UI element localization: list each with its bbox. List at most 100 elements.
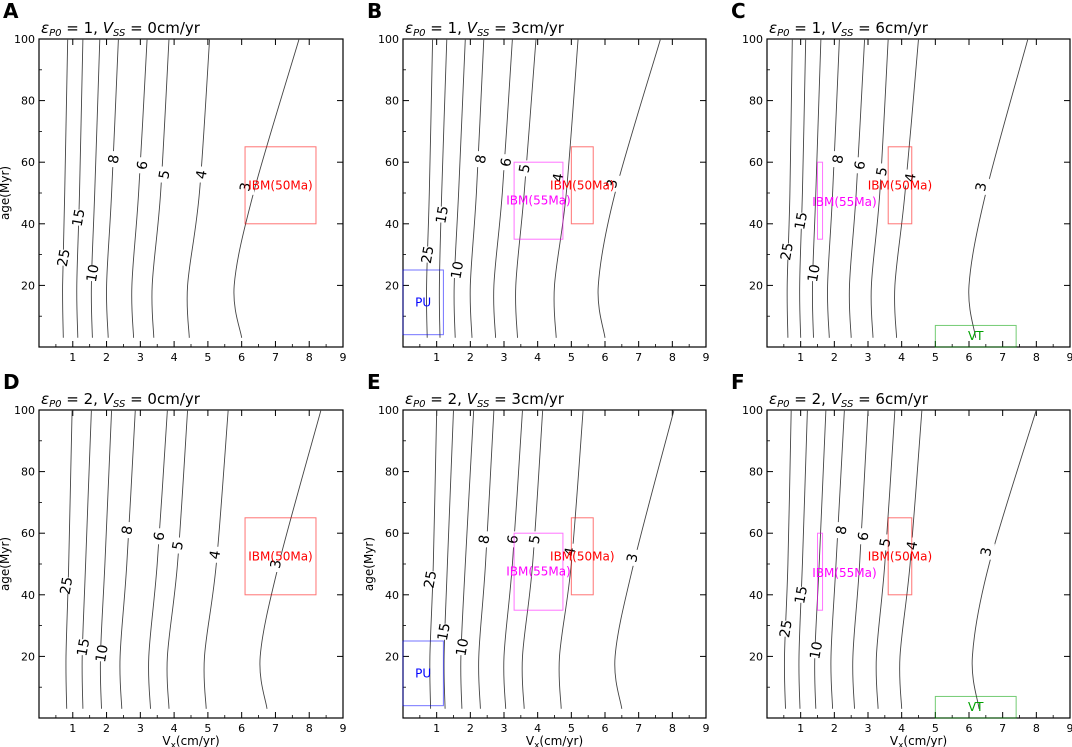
plot-frame (38, 409, 344, 719)
contour-line-25 (426, 39, 434, 338)
y-tick-label: 20 (749, 650, 763, 663)
contour-label-bg (791, 212, 810, 229)
panel-label: B (367, 0, 382, 23)
y-axis-label: age(Myr) (362, 537, 376, 591)
contour-label-bg (777, 243, 796, 260)
title-vsub: SS (113, 28, 126, 39)
y-tick-label: 60 (385, 527, 399, 540)
contour-label-bg (548, 169, 567, 186)
x-tick-label: 3 (501, 722, 508, 735)
contour-label-bg (420, 571, 439, 588)
region-box-pu (402, 269, 444, 336)
y-tick-label: 80 (749, 466, 763, 479)
contour-label-bg (875, 534, 894, 551)
x-tick-label: 2 (831, 722, 838, 735)
contour-label-bg (447, 262, 466, 278)
title-suffix: = 3cm/yr (489, 19, 564, 37)
y-tick-label: 20 (21, 650, 35, 663)
contour-label-8: 8 (473, 154, 490, 166)
contour-label-4: 4 (550, 172, 567, 184)
contour-label-4: 4 (902, 172, 919, 184)
y-tick-label: 100 (14, 404, 35, 417)
x-tick-label: 5 (932, 351, 939, 364)
contour-label-15: 15 (792, 211, 811, 231)
contour-line-4 (203, 410, 229, 709)
contour-label-25: 25 (777, 619, 796, 639)
y-tick-label: 60 (21, 156, 35, 169)
contour-line-4 (899, 410, 923, 709)
contour-label-bg (168, 537, 187, 554)
x-tick-label: 6 (238, 351, 245, 364)
contour-line-6 (148, 410, 168, 709)
contour-label-10: 10 (453, 637, 472, 657)
contour-line-6 (848, 39, 866, 338)
title-sub: P0 (49, 399, 61, 410)
plot-frame (38, 38, 344, 348)
y-axis-label: age(Myr) (0, 166, 12, 220)
x-tick-label: 6 (238, 722, 245, 735)
contour-label-6: 6 (134, 160, 151, 172)
y-tick-label: 20 (385, 279, 399, 292)
x-tick-label: 9 (703, 351, 710, 364)
contour-label-bg (828, 151, 847, 168)
contour-line-10 (90, 39, 101, 338)
x-tick-label: 7 (272, 351, 279, 364)
contour-label-bg (452, 639, 471, 656)
x-tick-label: 8 (306, 722, 313, 735)
y-tick-label: 100 (378, 33, 399, 46)
contour-line-10 (814, 410, 827, 709)
x-tick-label: 5 (204, 351, 211, 364)
contour-line-6 (131, 39, 148, 338)
contour-label-4: 4 (904, 540, 921, 552)
y-tick-label: 20 (385, 650, 399, 663)
contour-label-25: 25 (55, 248, 74, 268)
panel-title: εP0 = 2, VSS = 0cm/yr (41, 390, 201, 410)
region-label-ibm-50ma: IBM(50Ma) (868, 549, 932, 563)
contour-label-3: 3 (604, 178, 621, 190)
contour-label-15: 15 (70, 208, 89, 228)
title-suffix: = 0cm/yr (125, 390, 200, 408)
contour-label-6: 6 (855, 531, 872, 543)
title-suffix: = 3cm/yr (489, 390, 564, 408)
title-suffix: = 6cm/yr (853, 390, 928, 408)
x-tick-label: 9 (1067, 351, 1072, 364)
region-box-ibm-55ma (513, 532, 564, 611)
panel-title: εP0 = 2, VSS = 3cm/yr (405, 390, 565, 410)
y-tick-label: 80 (385, 95, 399, 108)
contour-label-bg (503, 531, 522, 548)
contour-label-bg (434, 623, 453, 640)
title-mid: = 1, (790, 19, 831, 37)
x-tick-label: 9 (703, 722, 710, 735)
x-tick-label: 1 (69, 351, 76, 364)
x-tick-label: 3 (501, 351, 508, 364)
contour-label-15: 15 (792, 585, 811, 605)
x-tick-label: 9 (1067, 722, 1072, 735)
contour-label-bg (154, 166, 173, 183)
contour-label-bg (525, 531, 544, 548)
y-tick-label: 20 (21, 279, 35, 292)
contour-label-bg (69, 209, 88, 226)
contour-label-8: 8 (833, 525, 850, 537)
title-suffix: = 6cm/yr (853, 19, 928, 37)
contour-label-bg (266, 556, 285, 572)
x-tick-label: 7 (635, 722, 642, 735)
x-tick-label: 6 (602, 722, 609, 735)
y-tick-label: 40 (21, 589, 35, 602)
x-tick-label: 9 (340, 351, 347, 364)
title-vsub: SS (477, 28, 490, 39)
contour-line-10 (453, 39, 466, 338)
contour-label-bg (976, 543, 995, 560)
region-label-ibm-50ma: IBM(50Ma) (248, 178, 312, 192)
title-prefix: ε (769, 19, 777, 37)
contour-label-8: 8 (830, 154, 847, 166)
y-tick-label: 80 (385, 466, 399, 479)
x-tick-label: 3 (865, 351, 872, 364)
contour-label-bg (872, 163, 891, 180)
contour-label-6: 6 (151, 531, 168, 543)
y-tick-label: 100 (742, 404, 763, 417)
contour-label-5: 5 (170, 540, 187, 552)
contour-label-bg (471, 151, 490, 168)
x-tick-label: 5 (568, 351, 575, 364)
